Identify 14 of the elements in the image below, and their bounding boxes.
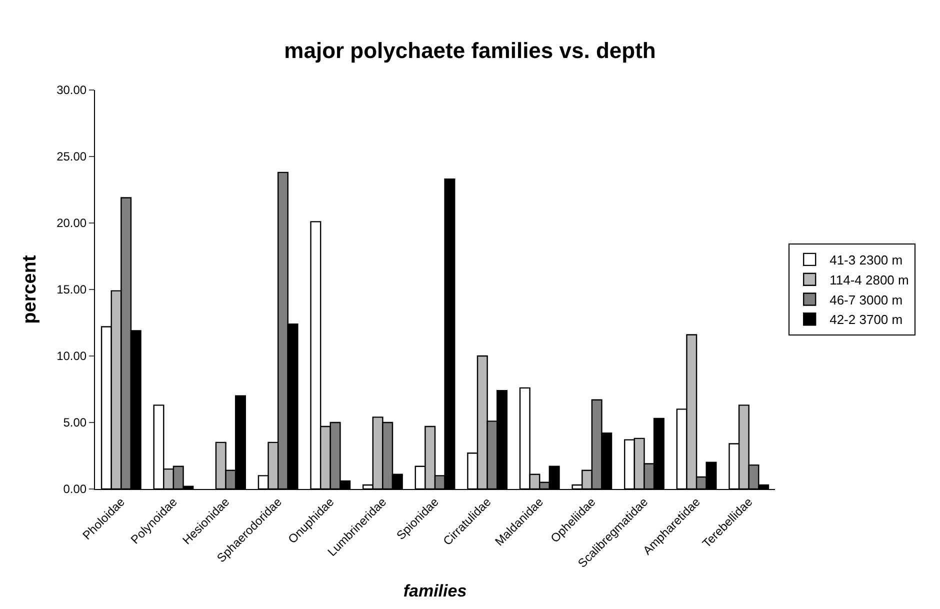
y-tick-label: 5.00 xyxy=(63,416,87,430)
y-tick-label: 20.00 xyxy=(56,216,87,230)
x-axis-title: families xyxy=(403,582,467,601)
y-tick-label: 10.00 xyxy=(56,349,87,364)
legend-label: 46-7 3000 m xyxy=(830,292,903,308)
y-tick-label: 0.00 xyxy=(63,482,87,496)
y-tick-label: 15.00 xyxy=(56,282,87,297)
legend-label: 114-4 2800 m xyxy=(830,272,909,288)
y-axis-title: percent xyxy=(19,254,40,324)
chart-title: major polychaete families vs. depth xyxy=(284,38,656,64)
legend-label: 41-3 2300 m xyxy=(830,252,903,268)
y-tick-label: 30.00 xyxy=(56,83,87,98)
legend-label: 42-2 3700 m xyxy=(830,312,903,328)
y-tick-label: 25.00 xyxy=(56,150,87,164)
